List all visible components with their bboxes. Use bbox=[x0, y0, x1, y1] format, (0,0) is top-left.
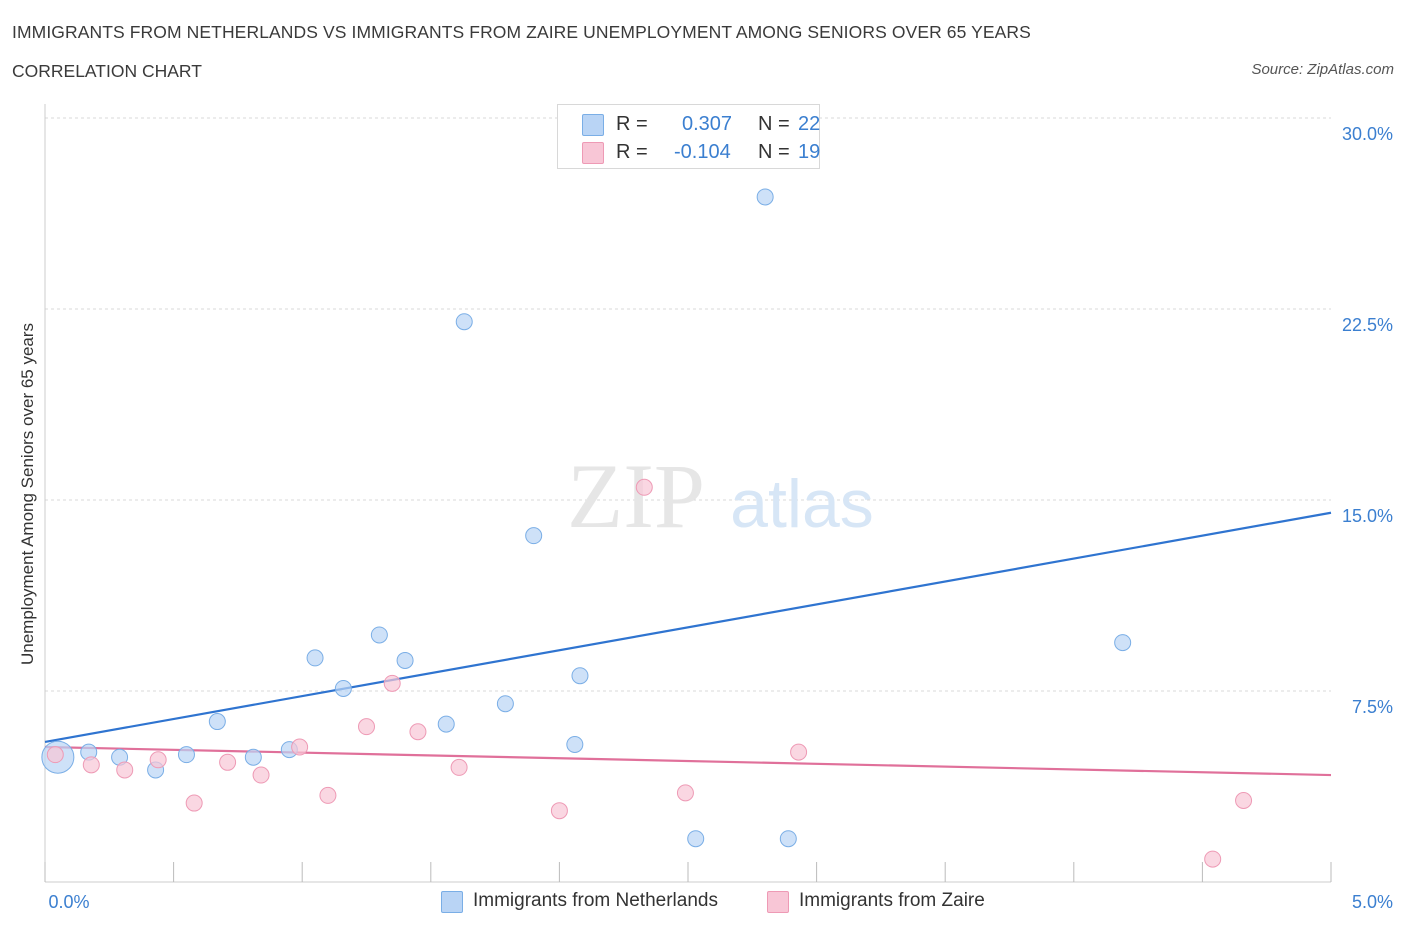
bottom-legend-label-netherlands: Immigrants from Netherlands bbox=[473, 890, 718, 911]
netherlands-point bbox=[1114, 634, 1132, 652]
y-tick-label: 22.5% bbox=[1342, 315, 1393, 335]
zaire-point bbox=[450, 758, 468, 776]
zaire-point bbox=[82, 756, 100, 774]
netherlands-point bbox=[566, 735, 584, 753]
source-label: Source: ZipAtlas.com bbox=[1251, 61, 1394, 78]
watermark-zip: ZIP bbox=[567, 445, 705, 547]
netherlands-point bbox=[779, 830, 797, 848]
zaire-point bbox=[358, 718, 375, 736]
x-tick-label: 5.0% bbox=[1352, 892, 1393, 912]
legend-r-label: R = bbox=[616, 141, 648, 163]
zaire-point bbox=[635, 478, 653, 496]
correlation-legend: R = 0.307 N = 22 R = -0.104 N = 19 bbox=[557, 104, 820, 169]
netherlands-point bbox=[455, 313, 473, 331]
zaire-point bbox=[219, 753, 237, 771]
zaire-point bbox=[383, 674, 401, 692]
legend-n-label: N = bbox=[758, 113, 790, 135]
y-tick-label: 15.0% bbox=[1342, 506, 1393, 526]
legend-r-value-zaire: -0.104 bbox=[674, 141, 731, 163]
zaire-point bbox=[550, 802, 568, 820]
watermark: ZIP atlas bbox=[567, 445, 874, 547]
netherlands-trend-line bbox=[44, 511, 1332, 744]
chart-subtitle: CORRELATION CHART bbox=[12, 61, 202, 81]
bottom-legend-swatch-netherlands bbox=[441, 891, 463, 913]
zaire-point bbox=[291, 738, 309, 756]
tick-label-layer: 7.5% 15.0% 22.5% 30.0% 0.0% 5.0% bbox=[48, 124, 1393, 912]
netherlands-point bbox=[687, 830, 705, 848]
legend-n-label: N = bbox=[758, 141, 790, 163]
zaire-trend-line bbox=[44, 745, 1332, 777]
bottom-legend-swatch-zaire bbox=[767, 891, 789, 913]
y-tick-label: 30.0% bbox=[1342, 124, 1393, 144]
zaire-point bbox=[252, 766, 270, 784]
x-tick-label: 0.0% bbox=[48, 892, 89, 912]
netherlands-point bbox=[437, 715, 455, 733]
point-layer bbox=[41, 188, 1253, 868]
zaire-point bbox=[676, 784, 694, 802]
bottom-legend-label-zaire: Immigrants from Zaire bbox=[799, 890, 985, 911]
watermark-atlas: atlas bbox=[730, 466, 874, 542]
netherlands-point bbox=[396, 651, 414, 669]
zaire-point bbox=[185, 794, 203, 812]
zaire-point bbox=[46, 746, 64, 764]
zaire-point bbox=[319, 786, 337, 804]
legend-swatch-zaire bbox=[582, 142, 604, 164]
zaire-point bbox=[409, 723, 427, 741]
y-axis-label: Unemployment Among Seniors over 65 years bbox=[18, 322, 37, 666]
netherlands-point bbox=[334, 679, 352, 697]
netherlands-point bbox=[571, 667, 589, 685]
legend-n-value-zaire: 19 bbox=[798, 141, 821, 163]
netherlands-point bbox=[525, 527, 543, 545]
legend-r-value-netherlands: 0.307 bbox=[682, 113, 733, 135]
y-tick-label: 7.5% bbox=[1352, 697, 1393, 717]
trend-layer bbox=[44, 511, 1332, 777]
zaire-point bbox=[1235, 792, 1253, 810]
netherlands-point bbox=[496, 695, 514, 713]
zaire-point bbox=[790, 743, 808, 761]
netherlands-point bbox=[244, 748, 262, 766]
netherlands-point bbox=[756, 188, 774, 206]
zaire-point bbox=[1204, 850, 1222, 868]
zaire-point bbox=[116, 761, 134, 779]
legend-n-value-netherlands: 22 bbox=[798, 113, 821, 135]
legend-r-label: R = bbox=[616, 113, 648, 135]
netherlands-point bbox=[208, 713, 226, 731]
chart-title: IMMIGRANTS FROM NETHERLANDS VS IMMIGRANT… bbox=[12, 22, 1031, 42]
netherlands-point bbox=[177, 746, 195, 764]
zaire-point bbox=[149, 751, 167, 769]
grid-layer bbox=[45, 117, 1331, 692]
netherlands-point bbox=[370, 626, 388, 644]
legend-swatch-netherlands bbox=[582, 114, 604, 136]
netherlands-point bbox=[306, 649, 324, 667]
